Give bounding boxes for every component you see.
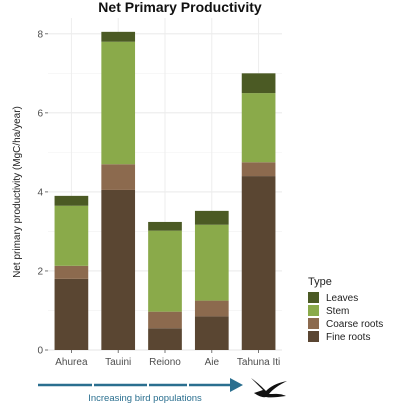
- bar-stem: [194, 224, 229, 301]
- bar-leaves: [54, 195, 89, 206]
- y-tick-label: 8: [37, 29, 43, 40]
- bar-fine-roots: [194, 316, 229, 350]
- bar-coarse-roots: [194, 300, 229, 317]
- bars: [54, 31, 276, 350]
- bar-coarse-roots: [148, 311, 182, 329]
- y-tick-label: 0: [37, 346, 43, 357]
- bar-fine-roots: [54, 278, 89, 350]
- legend-swatch: [308, 292, 319, 303]
- arrow-head: [230, 378, 243, 392]
- legend: Type Leaves Stem Coarse roots Fine roots: [308, 276, 383, 343]
- x-tick-label: Aie: [205, 357, 220, 368]
- flying-bird-icon: [251, 378, 287, 398]
- bar-fine-roots: [101, 189, 136, 350]
- axes: 0 2 4 6 8 Ahurea Tauini Reiono Aie Tahuna Iti: [37, 29, 280, 368]
- bar-leaves: [101, 31, 136, 42]
- bar-stem: [241, 93, 276, 163]
- legend-label: Leaves: [326, 293, 358, 304]
- x-tick-label: Reiono: [149, 357, 181, 368]
- bar-fine-roots: [148, 328, 182, 350]
- x-tick-label: Ahurea: [55, 357, 88, 368]
- legend-label: Coarse roots: [326, 319, 383, 330]
- bar-stem: [101, 41, 136, 165]
- y-tick-label: 6: [37, 108, 43, 119]
- bar-coarse-roots: [241, 162, 276, 177]
- legend-swatch: [308, 331, 319, 342]
- bar-coarse-roots: [54, 265, 89, 279]
- bar-fine-roots: [241, 176, 276, 350]
- legend-swatch: [308, 318, 319, 329]
- y-tick-label: 4: [37, 187, 43, 198]
- legend-label: Stem: [326, 306, 349, 317]
- y-axis-label: Net primary productivity (MgC/ha/year): [12, 106, 23, 278]
- bar-leaves: [241, 73, 276, 94]
- bar-leaves: [194, 210, 229, 225]
- bar-coarse-roots: [101, 164, 136, 190]
- x-tick-label: Tahuna Iti: [237, 357, 280, 368]
- legend-swatch: [308, 305, 319, 316]
- bar-stem: [54, 205, 89, 266]
- population-arrow: Increasing bird populations: [38, 378, 243, 404]
- chart-title: Net Primary Productivity: [98, 0, 262, 15]
- x-tick-label: Tauini: [105, 357, 131, 368]
- bar-leaves: [148, 221, 182, 231]
- arrow-label: Increasing bird populations: [88, 393, 202, 404]
- legend-title: Type: [308, 276, 332, 288]
- y-tick-label: 2: [37, 266, 43, 277]
- legend-label: Fine roots: [326, 332, 370, 343]
- bar-stem: [148, 230, 182, 312]
